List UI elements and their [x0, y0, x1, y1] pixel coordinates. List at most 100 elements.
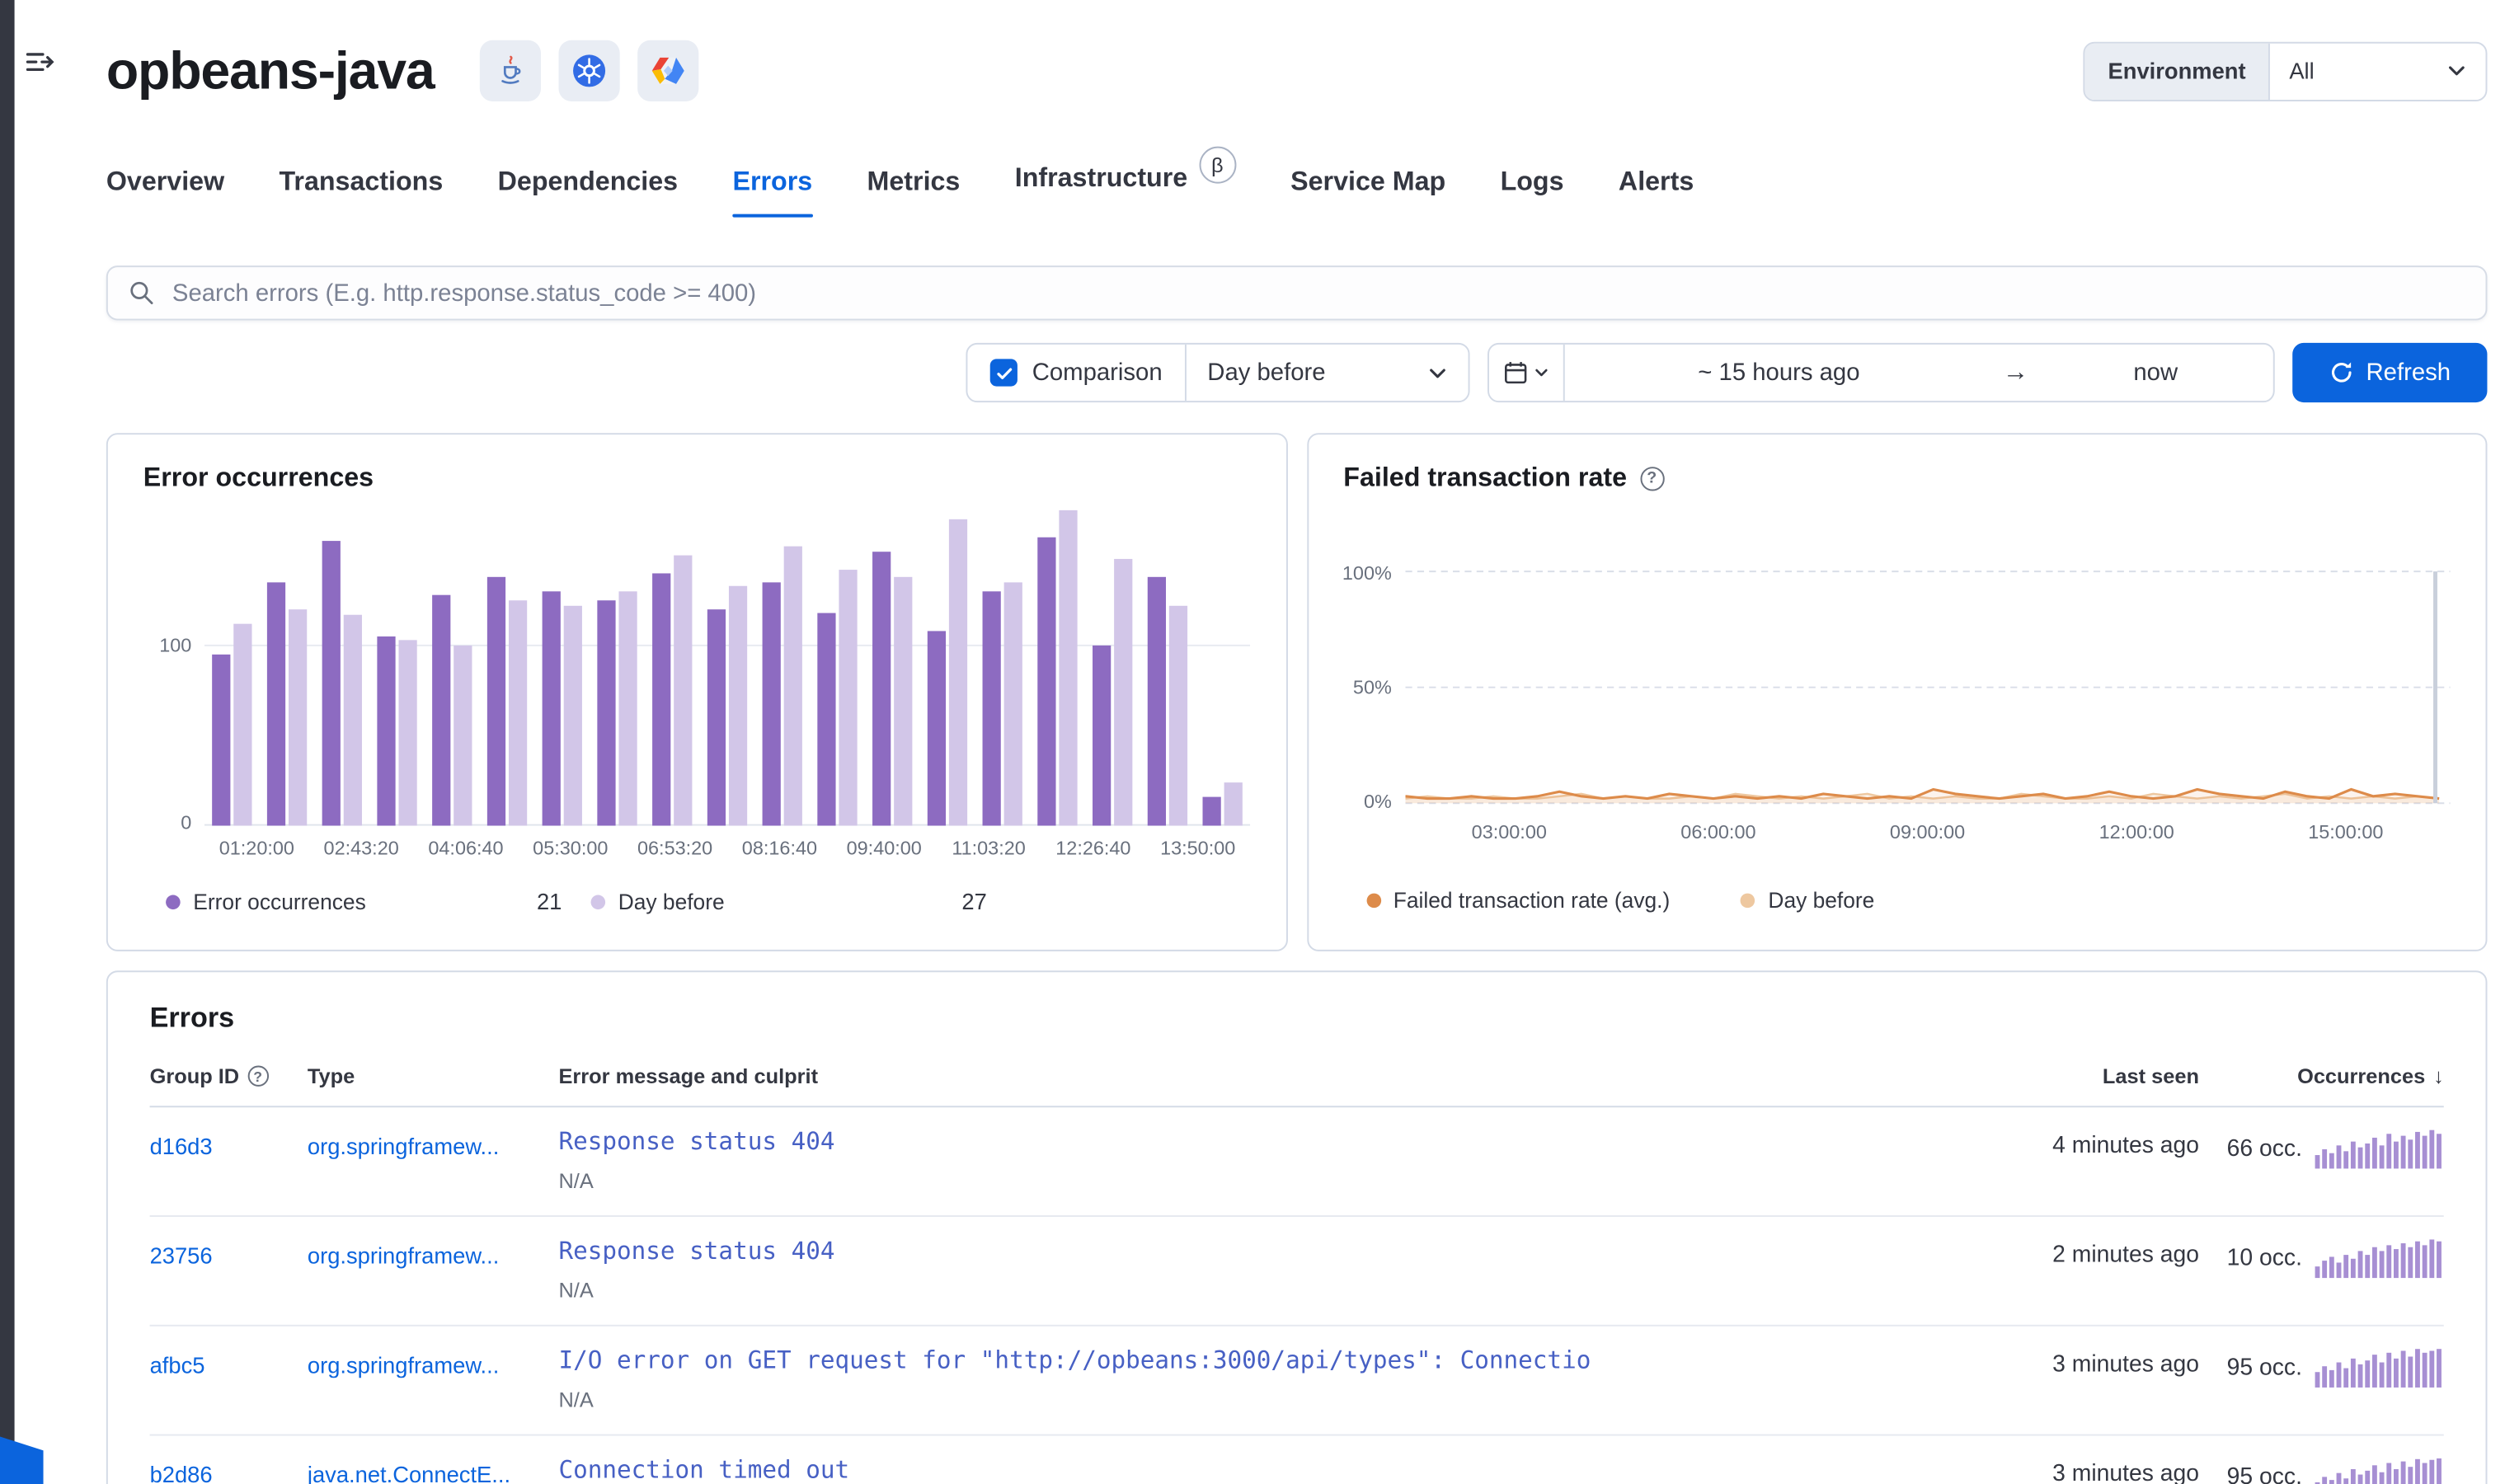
page-title: opbeans-java [106, 40, 435, 101]
errors-table-body: d16d3 org.springframew... Response status … [149, 1107, 2444, 1484]
question-in-circle-icon[interactable]: ? [247, 1065, 269, 1087]
line-current[interactable] [1404, 787, 2439, 801]
bar-previous[interactable] [563, 605, 582, 826]
bar-current[interactable] [707, 609, 726, 826]
comparison-checkbox-group[interactable]: Comparison [968, 345, 1185, 401]
bar-previous[interactable] [894, 576, 913, 826]
sort-desc-icon: ↓ [2433, 1064, 2444, 1088]
bar-previous[interactable] [618, 591, 637, 826]
main-page: opbeans-java [106, 0, 2488, 1484]
time-range-start[interactable]: ~ 15 hours ago [1698, 359, 1860, 387]
legend-item-failed-rate[interactable]: Failed transaction rate (avg.) [1365, 889, 1670, 913]
bar-current[interactable] [542, 591, 561, 826]
bar-previous[interactable] [233, 623, 252, 826]
bar-previous[interactable] [1059, 510, 1078, 826]
bar-previous[interactable] [398, 640, 417, 826]
bar-previous[interactable] [343, 614, 362, 826]
bar-previous[interactable] [454, 645, 472, 826]
error-message-link[interactable]: Response status 404 [558, 1126, 835, 1156]
comparison-select[interactable]: Day before [1184, 344, 1469, 402]
bar-current[interactable] [762, 582, 781, 826]
expand-sidebar-button[interactable] [19, 45, 58, 84]
bar-previous[interactable] [839, 570, 858, 826]
legend-item-error-occurrences[interactable]: Error occurrences 21 [166, 889, 562, 914]
comparison-checkbox[interactable] [989, 359, 1018, 387]
bar-current[interactable] [597, 600, 616, 826]
bar-current[interactable] [1202, 796, 1221, 826]
refresh-label: Refresh [2366, 359, 2451, 387]
x-tick-label: 06:53:20 [637, 837, 713, 860]
line-chart-plot[interactable] [1404, 565, 2451, 810]
refresh-button[interactable]: Refresh [2292, 342, 2488, 403]
collapsed-nav-strip [0, 0, 15, 1484]
column-occurrences[interactable]: Occurrences ↓ [2297, 1064, 2444, 1088]
line-chart-y-axis: 100% 50% 0% [1342, 561, 1392, 814]
tab-service-map[interactable]: Service Map [1290, 167, 1446, 197]
tab-infrastructure[interactable]: Infrastructure β [1015, 146, 1236, 217]
bar-current[interactable] [377, 636, 396, 826]
error-type-link[interactable]: org.springframew... [307, 1352, 500, 1378]
bar-previous[interactable] [288, 609, 308, 826]
bar-current[interactable] [1147, 576, 1166, 826]
error-type-link[interactable]: org.springframew... [307, 1133, 500, 1159]
legend-item-day-before[interactable]: Day before 27 [590, 889, 987, 914]
error-search-bar[interactable] [106, 265, 2488, 321]
chevron-down-icon [1535, 369, 1548, 377]
bar-current[interactable] [1037, 537, 1056, 826]
bar-current[interactable] [322, 541, 341, 826]
legend-dot [1741, 893, 1755, 909]
bar-current[interactable] [872, 552, 891, 826]
bar-current[interactable] [927, 631, 947, 826]
bar-current[interactable] [486, 576, 506, 826]
bar-current[interactable] [212, 654, 231, 826]
bar-previous[interactable] [1168, 605, 1188, 826]
bar-previous[interactable] [1224, 782, 1243, 826]
bar-current[interactable] [1093, 645, 1112, 826]
bar-current[interactable] [817, 613, 836, 826]
error-type-link[interactable]: java.net.ConnectE... [307, 1461, 511, 1484]
error-message-link[interactable]: Response status 404 [558, 1236, 835, 1266]
column-type[interactable]: Type [307, 1064, 355, 1088]
tab-metrics[interactable]: Metrics [867, 167, 961, 197]
column-group-id[interactable]: Group ID ? [150, 1064, 308, 1088]
comparison-label: Comparison [1032, 359, 1163, 387]
group-id-link[interactable]: afbc5 [149, 1352, 205, 1378]
failed-transaction-rate-chart: 100% 50% 0% [1342, 561, 2451, 814]
tab-logs[interactable]: Logs [1500, 167, 1564, 197]
bar-chart-plot[interactable] [204, 510, 1251, 826]
error-row-23756: 23756 org.springframew... Response status … [149, 1215, 2444, 1325]
time-range-end[interactable]: now [2133, 359, 2178, 387]
question-in-circle-icon[interactable]: ? [1639, 467, 1664, 491]
bar-previous[interactable] [728, 585, 748, 826]
error-type-link[interactable]: org.springframew... [307, 1242, 500, 1269]
bar-previous[interactable] [783, 546, 802, 826]
errors-table-panel: Errors Group ID ? Type Error message and… [106, 970, 2488, 1484]
search-input[interactable] [172, 279, 2465, 307]
group-id-link[interactable]: 23756 [149, 1242, 213, 1269]
bar-previous[interactable] [1114, 558, 1133, 826]
tab-errors[interactable]: Errors [732, 167, 812, 218]
bar-current[interactable] [652, 573, 671, 826]
bar-previous[interactable] [1003, 582, 1022, 826]
bar-previous[interactable] [674, 555, 693, 826]
column-error-message[interactable]: Error message and culprit [558, 1064, 819, 1088]
bar-current[interactable] [432, 594, 451, 826]
column-last-seen[interactable]: Last seen [2102, 1064, 2199, 1088]
environment-select[interactable]: All [2270, 43, 2486, 99]
bar-previous[interactable] [948, 519, 968, 826]
last-seen-value: 3 minutes ago [2052, 1352, 2199, 1378]
tab-dependencies[interactable]: Dependencies [497, 167, 679, 197]
group-id-link[interactable]: d16d3 [149, 1133, 213, 1159]
tab-overview[interactable]: Overview [106, 167, 225, 197]
calendar-menu-button[interactable] [1489, 344, 1565, 402]
legend-item-day-before[interactable]: Day before [1741, 889, 1874, 913]
tab-alerts[interactable]: Alerts [1618, 167, 1694, 197]
bar-current[interactable] [982, 591, 1001, 826]
tab-transactions[interactable]: Transactions [279, 167, 444, 197]
x-tick-label: 13:50:00 [1160, 837, 1236, 860]
error-message-link[interactable]: I/O error on GET request for "http://opb… [558, 1345, 1591, 1375]
bar-current[interactable] [266, 582, 286, 826]
group-id-link[interactable]: b2d86 [149, 1461, 213, 1484]
error-message-link[interactable]: Connection timed out [558, 1454, 850, 1484]
bar-previous[interactable] [508, 600, 528, 826]
